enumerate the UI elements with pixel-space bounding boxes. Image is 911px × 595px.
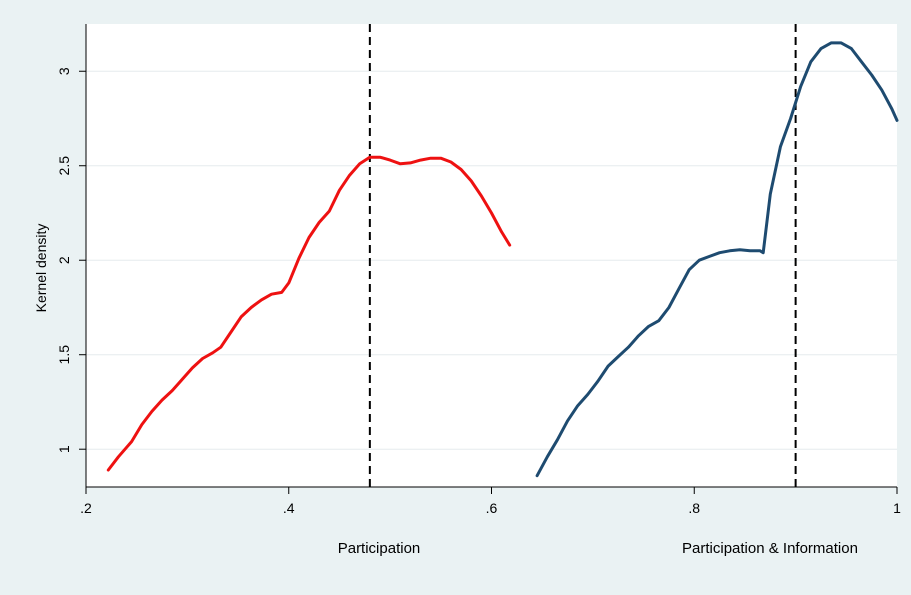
- y-tick-label-2: 2: [56, 256, 72, 264]
- x-axis-label-participation: Participation: [338, 540, 421, 557]
- x-axis-label-participation-information: Participation & Information: [682, 540, 858, 557]
- y-tick-label-0: 1: [56, 445, 72, 453]
- x-tick-label-1: .4: [283, 500, 295, 516]
- x-tick-label-2: .6: [486, 500, 498, 516]
- x-tick-label-3: .8: [688, 500, 700, 516]
- x-tick-label-4: 1: [893, 500, 901, 516]
- x-tick-label-0: .2: [80, 500, 92, 516]
- density-line-series-0: [106, 155, 512, 472]
- plot-area: [86, 24, 897, 487]
- y-axis-label: Kernel density: [33, 224, 49, 313]
- y-ticks: 1 1.5 2 2.5 3: [56, 67, 86, 453]
- series-lines: [106, 41, 899, 478]
- x-ticks: .2 .4 .6 .8 1: [80, 487, 901, 516]
- y-tick-label-3: 2.5: [56, 156, 72, 176]
- y-tick-label-1: 1.5: [56, 345, 72, 365]
- grid-lines: [86, 70, 897, 450]
- y-tick-label-4: 3: [56, 67, 72, 75]
- density-line-series-1: [535, 41, 899, 478]
